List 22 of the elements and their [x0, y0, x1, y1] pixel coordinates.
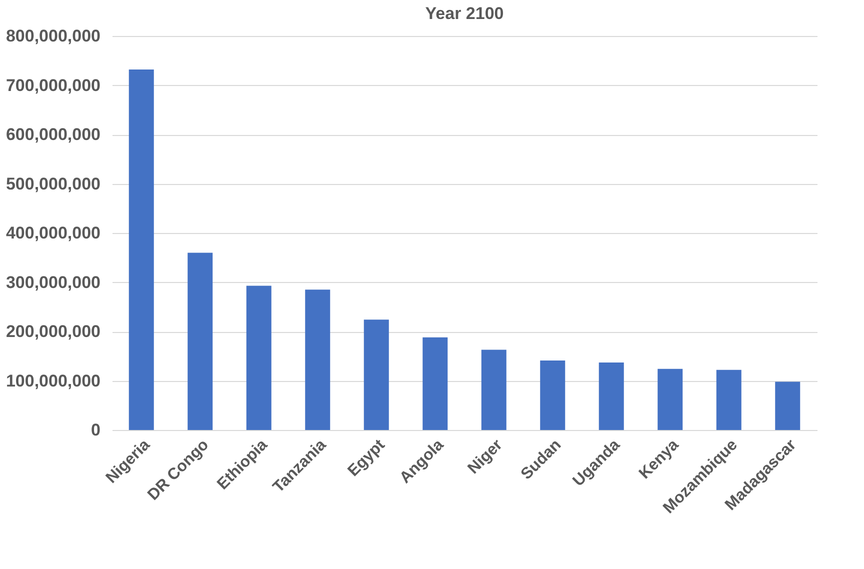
y-tick-label: 700,000,000 [6, 76, 100, 95]
bar [481, 350, 506, 430]
bar [658, 368, 683, 430]
bar [598, 362, 624, 430]
bar [422, 337, 448, 430]
bar [188, 252, 213, 430]
bar [540, 360, 566, 430]
bar [128, 69, 154, 430]
y-tick-label: 0 [91, 420, 100, 440]
bar [716, 370, 742, 430]
bar [246, 286, 272, 430]
bar [775, 382, 800, 430]
y-tick-label: 600,000,000 [6, 125, 100, 144]
bar [364, 320, 389, 430]
y-tick-label: 100,000,000 [6, 371, 100, 390]
chart-title: Year 2100 [425, 4, 504, 23]
bar [305, 290, 330, 430]
y-tick-label: 800,000,000 [6, 26, 100, 46]
y-tick-label: 200,000,000 [6, 322, 100, 341]
y-tick-label: 300,000,000 [6, 272, 100, 292]
y-tick-label: 500,000,000 [6, 174, 100, 194]
y-tick-label: 400,000,000 [6, 224, 100, 242]
